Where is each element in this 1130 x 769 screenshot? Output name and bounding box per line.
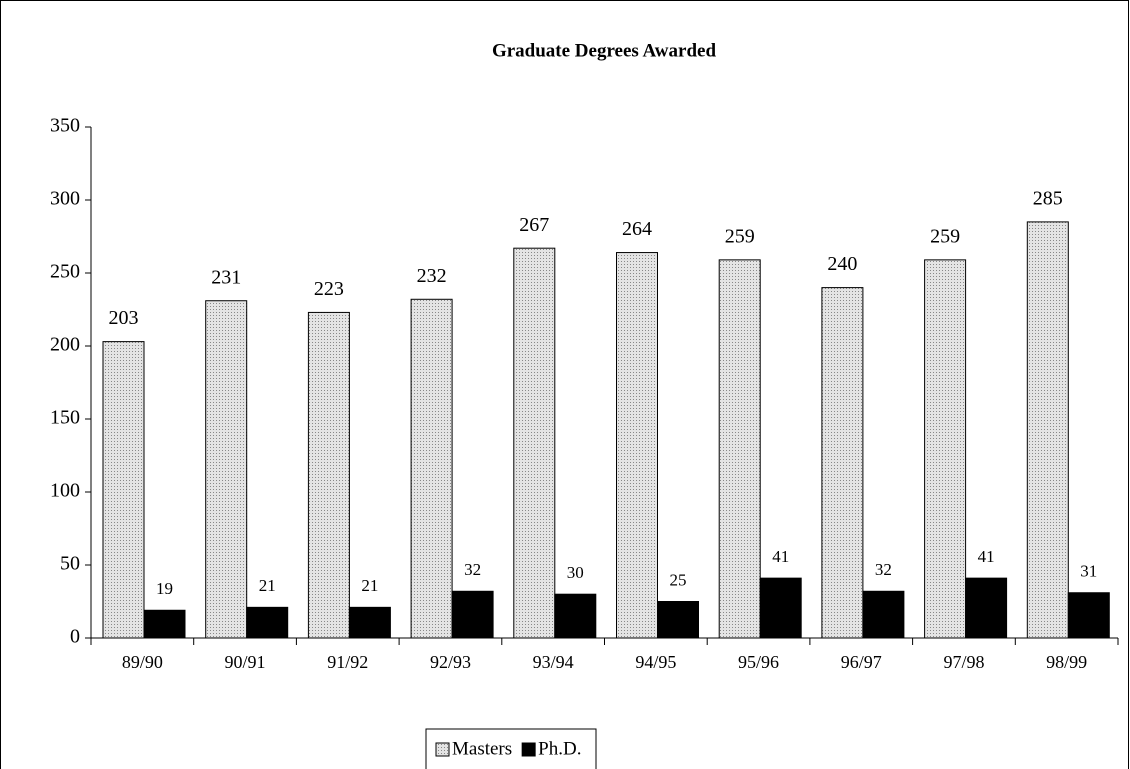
data-label: 30 (567, 563, 584, 582)
data-label: 41 (978, 547, 995, 566)
data-label: 259 (725, 225, 755, 247)
data-label: 231 (211, 266, 241, 288)
legend-swatch (521, 742, 536, 757)
y-tick-label: 200 (50, 334, 80, 356)
legend-label: Masters (452, 738, 512, 759)
bar (1026, 221, 1069, 639)
data-label: 21 (259, 576, 276, 595)
bar (862, 590, 905, 639)
y-tick-label: 350 (50, 115, 80, 137)
bar (657, 601, 699, 639)
bar (616, 252, 658, 639)
legend-swatch (435, 742, 450, 757)
data-label: 19 (156, 579, 173, 598)
data-label: 232 (417, 265, 447, 287)
x-tick-label: 95/96 (738, 652, 779, 672)
data-label: 264 (622, 218, 652, 240)
x-tick-label: 94/95 (635, 652, 676, 672)
data-label: 267 (519, 214, 549, 236)
x-tick-label: 90/91 (225, 652, 266, 672)
data-label: 31 (1080, 562, 1097, 581)
bar (102, 341, 145, 639)
bar (143, 609, 186, 639)
x-tick-label: 97/98 (943, 652, 984, 672)
chart-title: Graduate Degrees Awarded (492, 40, 717, 61)
bar (451, 590, 494, 639)
bar (554, 593, 597, 639)
data-label: 240 (827, 253, 857, 275)
y-tick-label: 100 (50, 480, 80, 502)
x-tick-label: 91/92 (327, 652, 368, 672)
y-tick-label: 300 (50, 188, 80, 210)
data-label: 285 (1033, 187, 1063, 209)
bar (307, 311, 350, 639)
data-label: 21 (361, 576, 378, 595)
data-label: 259 (930, 225, 960, 247)
data-label: 32 (464, 560, 481, 579)
bar (348, 606, 391, 639)
y-tick-label: 0 (70, 626, 80, 648)
x-tick-label: 92/93 (430, 652, 471, 672)
y-tick-label: 250 (50, 261, 80, 283)
bar (759, 577, 802, 639)
x-tick-label: 98/99 (1046, 652, 1087, 672)
y-tick-label: 50 (60, 553, 80, 575)
data-label: 203 (109, 307, 139, 329)
bar (205, 300, 248, 639)
legend-label: Ph.D. (538, 738, 581, 759)
x-tick-label: 93/94 (533, 652, 574, 672)
data-label: 223 (314, 278, 344, 300)
bar (410, 298, 453, 639)
data-label: 25 (670, 570, 687, 589)
data-label: 32 (875, 560, 892, 579)
bar (718, 259, 761, 639)
bar (513, 247, 556, 639)
bar (246, 606, 289, 639)
bar (924, 259, 967, 639)
x-tick-label: 96/97 (841, 652, 882, 672)
legend-box (425, 728, 597, 769)
x-tick-label: 89/90 (122, 652, 163, 672)
bar (821, 287, 864, 639)
bar (965, 577, 1008, 639)
bar (1067, 592, 1110, 639)
y-tick-label: 150 (50, 407, 80, 429)
data-label: 41 (772, 547, 789, 566)
